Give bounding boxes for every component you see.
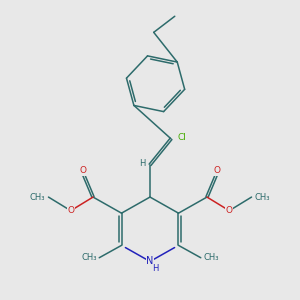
Text: H: H <box>152 264 159 273</box>
Text: O: O <box>213 166 220 175</box>
Text: CH₃: CH₃ <box>81 253 97 262</box>
Text: CH₃: CH₃ <box>30 193 46 202</box>
Text: N: N <box>146 256 154 266</box>
Text: O: O <box>226 206 233 215</box>
Text: H: H <box>140 159 146 168</box>
Text: O: O <box>80 166 87 175</box>
Text: O: O <box>67 206 74 215</box>
Text: CH₃: CH₃ <box>254 193 270 202</box>
Text: CH₃: CH₃ <box>203 253 219 262</box>
Text: Cl: Cl <box>178 133 187 142</box>
